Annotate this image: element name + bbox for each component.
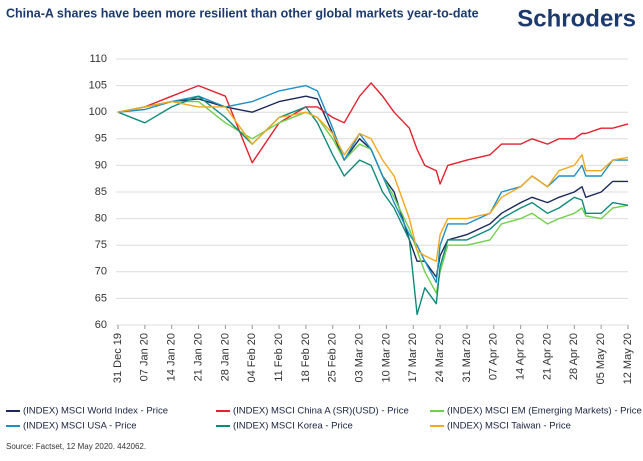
y-tick-label: 65 xyxy=(95,292,107,304)
legend-label: (INDEX) MSCI Taiwan - Price xyxy=(447,421,571,432)
legend-label: (INDEX) MSCI Korea - Price xyxy=(233,421,353,432)
x-tick-label: 14 Jan 20 xyxy=(166,333,178,381)
y-tick-label: 80 xyxy=(95,213,107,225)
x-tick-label: 07 Jan 20 xyxy=(139,333,151,381)
x-tick-label: 24 Mar 20 xyxy=(434,333,446,383)
x-tick-label: 17 Mar 20 xyxy=(407,333,419,383)
series-line xyxy=(117,95,629,316)
y-tick-label: 105 xyxy=(89,80,107,92)
x-tick-label: 28 Apr 20 xyxy=(568,333,580,380)
x-tick-label: 31 Dec 19 xyxy=(112,333,124,383)
source: Source: Factset, 12 May 2020. 442062. xyxy=(6,442,146,451)
series-line xyxy=(117,100,629,294)
x-tick-label: 12 May 20 xyxy=(622,333,634,384)
y-tick-label: 100 xyxy=(89,106,107,118)
y-tick-label: 95 xyxy=(95,133,107,145)
x-tick-label: 31 Mar 20 xyxy=(461,333,473,383)
x-tick-label: 05 May 20 xyxy=(595,333,607,384)
legend-label: (INDEX) MSCI USA - Price xyxy=(23,421,137,432)
series-line xyxy=(117,95,628,278)
y-tick-label: 90 xyxy=(95,159,107,171)
y-tick-label: 110 xyxy=(89,53,107,65)
legend-label: (INDEX) MSCI EM (Emerging Markets) - Pri… xyxy=(447,406,642,417)
legend-label: (INDEX) MSCI China A (SR)(USD) - Price xyxy=(233,406,409,417)
x-tick-label: 04 Feb 20 xyxy=(246,333,258,383)
x-tick-label: 10 Mar 20 xyxy=(380,333,392,383)
y-tick-label: 75 xyxy=(95,239,107,251)
legend-label: (INDEX) MSCI World Index - Price xyxy=(23,406,168,417)
x-tick-label: 07 Apr 20 xyxy=(488,333,500,380)
x-tick-label: 21 Jan 20 xyxy=(192,333,204,381)
x-tick-label: 11 Feb 20 xyxy=(273,333,285,382)
y-tick-label: 60 xyxy=(95,319,107,331)
y-tick-label: 70 xyxy=(95,266,107,278)
series-line xyxy=(117,100,629,262)
x-tick-label: 18 Feb 20 xyxy=(300,333,312,383)
x-tick-label: 14 Apr 20 xyxy=(515,333,527,380)
y-tick-label: 85 xyxy=(95,186,107,198)
x-tick-label: 21 Apr 20 xyxy=(541,333,553,380)
x-tick-label: 25 Feb 20 xyxy=(327,333,339,383)
logo: Schroders xyxy=(517,5,636,32)
x-tick-label: 03 Mar 20 xyxy=(353,333,365,383)
series-line xyxy=(117,82,629,185)
x-tick-label: 28 Jan 20 xyxy=(219,333,231,381)
series-line xyxy=(117,84,628,284)
chart-title: China-A shares have been more resilient … xyxy=(6,6,479,20)
